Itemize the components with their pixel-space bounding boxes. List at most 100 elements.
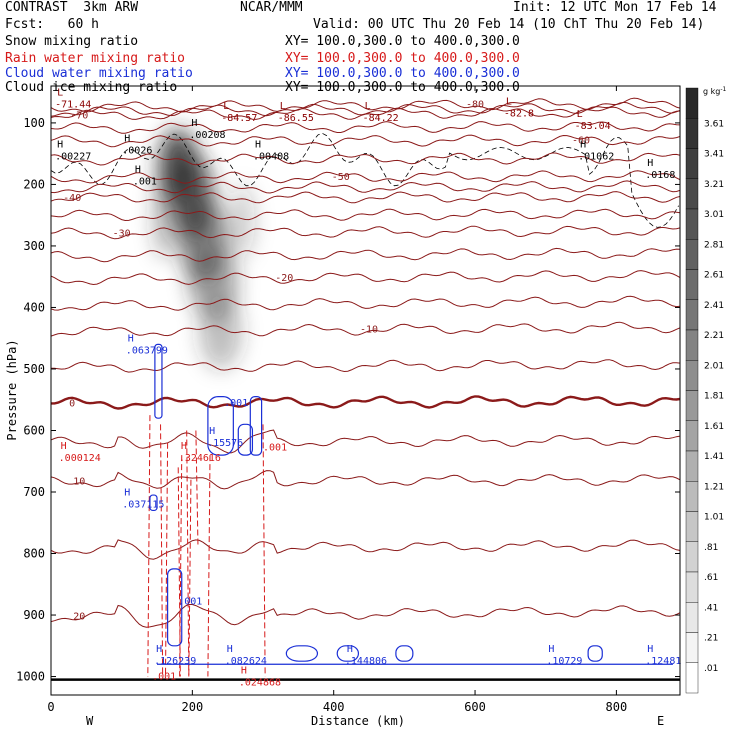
colorbar-label: 2.61 — [704, 271, 724, 281]
isotherm-label: 10 — [73, 476, 85, 487]
extremum-kind: L — [57, 87, 63, 98]
colorbar-label: 2.41 — [704, 301, 724, 311]
extremum-value: .001 — [133, 176, 157, 187]
isotherm-label: -80 — [466, 100, 484, 111]
colorbar-swatch — [685, 420, 699, 452]
x-tick-label: 200 — [182, 700, 204, 714]
cloud-water-blob — [285, 645, 319, 662]
extremum-value: -82.8 — [504, 109, 534, 120]
extremum-value: .082624 — [225, 656, 267, 667]
cloud-water-blob — [149, 494, 158, 512]
extremum-value: .037115 — [122, 499, 164, 510]
isotherm-label: -50 — [332, 172, 350, 183]
rain-contours — [147, 415, 266, 677]
legend-cloudwater-xy: XY= 100.0,300.0 to 400.0,300.0 — [285, 66, 520, 81]
extremum-value: .0168 — [645, 170, 675, 181]
y-tick-label: 500 — [23, 362, 45, 376]
isotherm-label: -30 — [113, 228, 131, 239]
isotherm-label: -60 — [572, 135, 590, 146]
x-axis-label: Distance (km) — [311, 714, 405, 728]
cloud-water-blob — [336, 645, 360, 662]
rain-contour — [186, 430, 190, 677]
colorbar: 3.61 3.41 3.21 3.01 2.81 2.61 2.41 2.21 2.01 1.81… — [685, 87, 724, 694]
cloud-water-blob — [167, 568, 183, 647]
cloud-water-blob — [237, 423, 254, 456]
isotherm-line — [51, 295, 680, 311]
isotherm-line — [51, 395, 680, 410]
isotherm-line — [51, 134, 680, 148]
plot-frame — [50, 85, 681, 696]
colorbar-label: .41 — [704, 603, 718, 613]
x-tick-label: 800 — [606, 700, 628, 714]
colorbar-swatch — [685, 208, 699, 240]
legend-rain-xy: XY= 100.0,300.0 to 400.0,300.0 — [285, 51, 520, 66]
extremum-value: .0026 — [122, 146, 152, 157]
legend-cloudice-xy: XY= 100.0,300.0 to 400.0,300.0 — [285, 80, 520, 95]
colorbar-label: 1.41 — [704, 452, 724, 462]
extremum-kind: H — [191, 118, 197, 129]
axes: 0 200 400 600 800100200300400500600700800900… — [16, 86, 680, 714]
y-tick-label: 300 — [23, 239, 45, 253]
isotherm-line — [51, 106, 680, 120]
contour-value-label: .001 — [152, 672, 176, 683]
extremum-kind: H — [124, 487, 130, 498]
rain-contour — [207, 455, 211, 677]
colorbar-swatch — [685, 269, 699, 300]
colorbar-swatch — [685, 571, 699, 603]
colorbar-unit: g kg-1 — [703, 86, 727, 96]
colorbar-swatch — [685, 390, 699, 421]
colorbar-label: 1.81 — [704, 392, 724, 402]
y-tick-label: 200 — [23, 177, 45, 191]
isotherm-line — [51, 208, 680, 222]
isotherm-label: -40 — [63, 193, 81, 204]
extremum-value: .024868 — [239, 678, 281, 689]
snow-blob-5 — [229, 184, 255, 259]
extremum-kind: H — [57, 140, 63, 151]
isotherm-line — [51, 180, 680, 194]
cloud-water-blob — [154, 343, 163, 419]
legend-rain-name: Rain water mixing ratio — [5, 51, 186, 66]
colorbar-label: 3.61 — [704, 119, 724, 129]
cloud-water-contours — [149, 343, 673, 665]
extremum-value: -84.57 — [221, 113, 257, 124]
rain-contour — [195, 430, 199, 548]
extremum-value: .324616 — [179, 453, 221, 464]
colorbar-label: 1.61 — [704, 422, 724, 432]
isotherm-line — [51, 152, 680, 166]
extremum-value: .063799 — [126, 346, 168, 357]
colorbar-swatch — [685, 299, 699, 331]
cloud-water-blob — [395, 645, 414, 662]
contour-value-label: .001 — [178, 596, 202, 607]
extremum-value: .15576 — [207, 438, 243, 449]
colorbar-label: .21 — [704, 634, 718, 644]
colorbar-swatch — [685, 481, 699, 512]
isotherm-line — [51, 191, 680, 204]
rain-contour — [177, 467, 181, 677]
isotherm-line — [51, 429, 680, 454]
extremum-value: -84.22 — [363, 113, 399, 124]
contour-value-label: .001 — [263, 443, 287, 454]
colorbar-label: 2.81 — [704, 240, 724, 250]
extremum-kind: H — [227, 644, 233, 655]
legend-snow-name: Snow mixing ratio — [5, 34, 139, 49]
isotherm-line — [51, 470, 680, 490]
isotherm-label: -20 — [275, 273, 293, 284]
extremum-kind: H — [135, 164, 141, 175]
isotherm-line — [51, 539, 680, 560]
snow-blob-6 — [153, 172, 175, 259]
isotherm-line — [51, 225, 680, 240]
isotherm-line — [51, 270, 680, 286]
isotherm-line — [51, 321, 680, 337]
org-label: NCAR/MMM — [240, 0, 303, 15]
model-title: CONTRAST 3km ARW — [5, 0, 139, 15]
contour-value-label: .001 — [224, 398, 248, 409]
extremum-value: -86.55 — [278, 113, 314, 124]
colorbar-label: 2.21 — [704, 331, 724, 341]
colorbar-label: 3.41 — [704, 150, 724, 160]
extremum-value: .126239 — [154, 656, 196, 667]
extremum-kind: H — [548, 644, 554, 655]
y-axis-label: Pressure (hPa) — [5, 339, 19, 440]
colorbar-label: 3.21 — [704, 180, 724, 190]
colorbar-swatch — [685, 148, 699, 179]
